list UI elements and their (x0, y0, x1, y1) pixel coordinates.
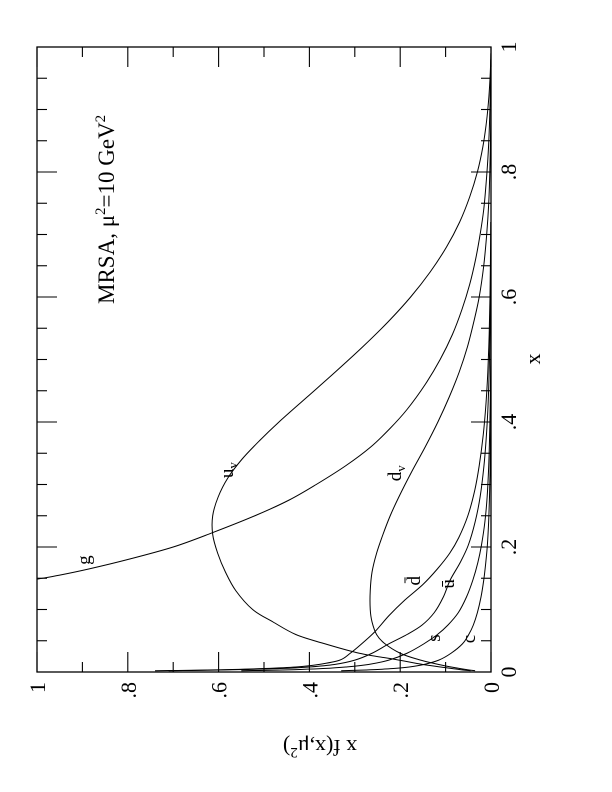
x-tick-label: .8 (496, 164, 521, 181)
x-axis-tick-labels: 0 .2 .4 .6 .8 1 (496, 42, 521, 678)
y-tick-label: .2 (388, 682, 413, 699)
curve-labels: g uv dv d̄ ū s c (74, 462, 480, 644)
curve-label-d-valence: dv (385, 465, 408, 482)
curve-strange (241, 328, 491, 672)
curve-u-valence (211, 53, 491, 672)
y-tick-label: 0 (479, 682, 504, 693)
y-tick-label: .4 (297, 682, 322, 699)
y-tick-label: 1 (25, 682, 50, 693)
y-tick-label: .8 (116, 682, 141, 699)
curve-label-u-valence: uv (217, 462, 240, 479)
curve-label-dbar: d̄ (404, 576, 425, 586)
x-tick-label: .2 (496, 539, 521, 556)
x-tick-label: .6 (496, 289, 521, 306)
y-axis-label: x f(x,μ2) (283, 735, 357, 760)
pdf-curves (37, 53, 491, 672)
plot-title: MRSA, μ2=10 GeV2 (93, 115, 119, 304)
y-tick-label: .6 (207, 682, 232, 699)
curve-label-gluon: g (74, 555, 95, 565)
curve-gluon (37, 59, 491, 580)
curve-label-ubar: ū (438, 579, 459, 589)
x-tick-label: 1 (496, 42, 521, 53)
curve-d-valence (369, 109, 491, 672)
curve-label-charm: c (459, 635, 480, 643)
x-axis-label: x (520, 354, 545, 365)
curve-charm (341, 365, 491, 672)
curve-ubar (168, 253, 491, 672)
curve-dbar (155, 221, 491, 672)
y-axis-tick-labels: 0 .2 .4 .6 .8 1 (25, 682, 504, 699)
x-tick-label: 0 (496, 667, 521, 678)
x-tick-label: .4 (496, 414, 521, 431)
curve-label-strange: s (424, 634, 445, 641)
